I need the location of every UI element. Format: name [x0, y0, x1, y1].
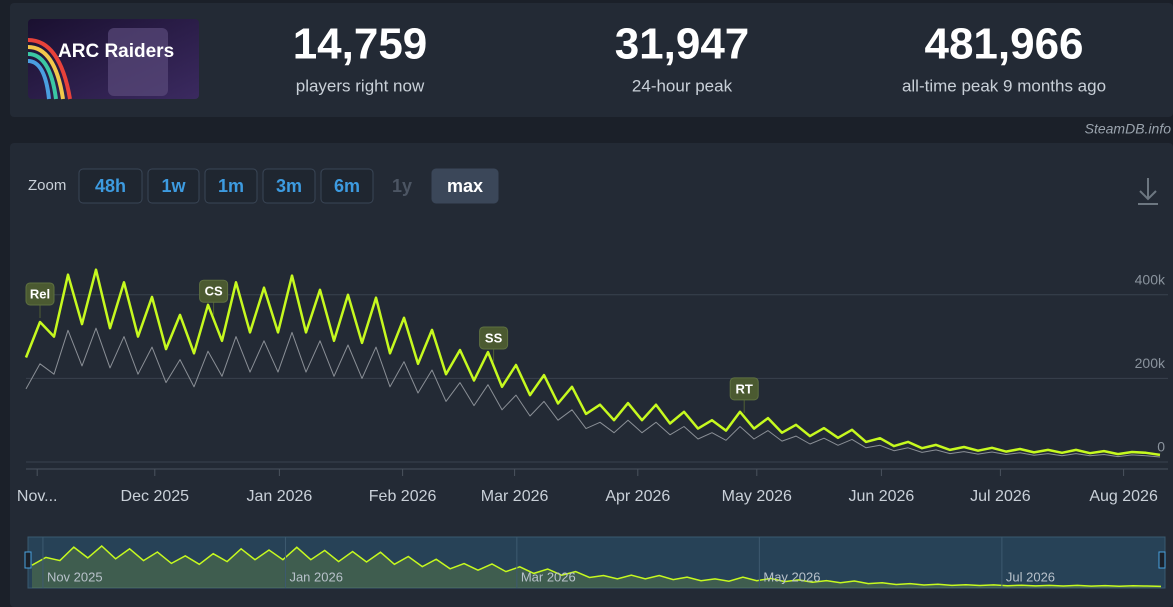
zoom-option[interactable]: 1m — [218, 176, 244, 196]
navigator-area — [32, 546, 1161, 588]
zoom-button[interactable] — [204, 168, 258, 204]
download-icon[interactable] — [1138, 178, 1158, 205]
zoom-button[interactable] — [262, 168, 316, 204]
stat-value: 14,759 — [293, 20, 428, 69]
x-tick-label: Jul 2026 — [970, 488, 1031, 505]
zoom-option[interactable]: 3m — [276, 176, 302, 196]
series-line — [24, 268, 1161, 457]
zoom-button[interactable] — [78, 168, 143, 204]
zoom-option[interactable]: 1w — [161, 176, 186, 196]
x-tick-label: Jun 2026 — [848, 488, 914, 505]
zoom-option: 1y — [392, 176, 412, 196]
navigator-label: May 2026 — [763, 569, 820, 584]
stats-panel — [10, 3, 1173, 117]
y-tick-label: 0 — [1157, 439, 1165, 455]
zoom-option[interactable]: 6m — [334, 176, 360, 196]
zoom-button[interactable] — [147, 168, 200, 204]
x-tick-label: Nov... — [17, 488, 58, 505]
x-tick-label: Aug 2026 — [1089, 488, 1158, 505]
x-tick-label: Dec 2025 — [121, 488, 190, 505]
stat-label: 24-hour peak — [632, 76, 733, 95]
zoom-option[interactable]: 48h — [95, 176, 126, 196]
navigator-label: Jul 2026 — [1006, 569, 1055, 584]
chart-panel — [10, 143, 1173, 607]
navigator-label: Jan 2026 — [289, 569, 343, 584]
x-tick-label: Apr 2026 — [605, 488, 670, 505]
x-tick-label: Jan 2026 — [246, 488, 312, 505]
flag-label[interactable]: Rel — [30, 286, 50, 301]
flag[interactable] — [479, 326, 509, 350]
zoom-button-selected[interactable] — [431, 168, 499, 204]
x-tick-label: Feb 2026 — [369, 488, 437, 505]
flag-label[interactable]: RT — [736, 381, 753, 396]
navigator-label: Nov 2025 — [47, 569, 103, 584]
stat-value: 31,947 — [615, 20, 750, 69]
navigator[interactable] — [27, 536, 1166, 589]
zoom-button[interactable] — [320, 168, 374, 204]
navigator-label: Mar 2026 — [521, 569, 576, 584]
x-tick-label: Mar 2026 — [481, 488, 549, 505]
flag[interactable] — [199, 279, 229, 303]
y-tick-label: 400k — [1135, 272, 1166, 288]
stat-label: players right now — [296, 76, 425, 95]
flag[interactable] — [25, 282, 55, 306]
source: SteamDB.info — [1085, 121, 1172, 137]
y-tick-label: 200k — [1135, 355, 1166, 371]
navigator-handle[interactable] — [24, 551, 32, 569]
zoom-option[interactable]: max — [447, 176, 483, 196]
stat-label: all-time peak 9 months ago — [902, 76, 1106, 95]
series-line — [25, 327, 1161, 458]
stat-value: 481,966 — [924, 20, 1083, 69]
logo-text: ARC Raiders — [58, 41, 174, 62]
game-logo: ARC Raiders — [27, 19, 199, 100]
navigator-handle[interactable] — [1158, 551, 1166, 569]
zoom-label: Zoom — [28, 177, 66, 194]
flag[interactable] — [729, 377, 759, 401]
navigator-line — [31, 544, 1162, 588]
flag-label[interactable]: SS — [485, 330, 503, 345]
x-tick-label: May 2026 — [722, 488, 792, 505]
flag-label[interactable]: CS — [205, 284, 223, 299]
